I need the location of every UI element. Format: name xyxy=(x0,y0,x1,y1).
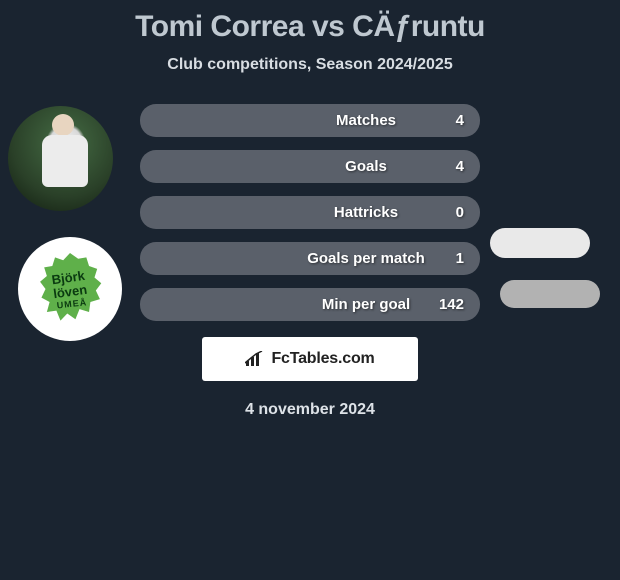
date-text: 4 november 2024 xyxy=(0,401,620,419)
club-primary: Björk löven xyxy=(51,268,88,301)
opponent-pill-1 xyxy=(490,228,590,258)
chart-bars-icon xyxy=(245,351,265,367)
stat-row: Matches 4 xyxy=(140,104,480,137)
opponent-pill-2 xyxy=(500,280,600,308)
page-title: Tomi Correa vs CÄƒruntu xyxy=(0,0,620,44)
stat-row: Goals 4 xyxy=(140,150,480,183)
stat-label: Hattricks xyxy=(156,204,436,221)
stat-value: 4 xyxy=(436,158,464,175)
branding-text: FcTables.com xyxy=(271,350,374,368)
stat-value: 0 xyxy=(436,204,464,221)
subtitle: Club competitions, Season 2024/2025 xyxy=(0,56,620,74)
stat-value: 4 xyxy=(436,112,464,129)
stat-value: 1 xyxy=(436,250,464,267)
content-area: Björk löven UMEÅ Matches 4 Goals 4 Hattr… xyxy=(0,104,620,321)
club-logo-text: Björk löven UMEÅ xyxy=(34,266,107,314)
stat-value: 142 xyxy=(436,296,464,313)
club-logo: Björk löven UMEÅ xyxy=(18,237,122,341)
stat-label: Min per goal xyxy=(156,296,436,313)
branding-badge: FcTables.com xyxy=(202,337,418,381)
stat-row: Goals per match 1 xyxy=(140,242,480,275)
stat-label: Matches xyxy=(156,112,436,129)
player-photo xyxy=(8,106,113,211)
stat-row: Min per goal 142 xyxy=(140,288,480,321)
stat-label: Goals per match xyxy=(156,250,436,267)
stat-row: Hattricks 0 xyxy=(140,196,480,229)
stats-list: Matches 4 Goals 4 Hattricks 0 Goals per … xyxy=(140,104,480,321)
stat-label: Goals xyxy=(156,158,436,175)
